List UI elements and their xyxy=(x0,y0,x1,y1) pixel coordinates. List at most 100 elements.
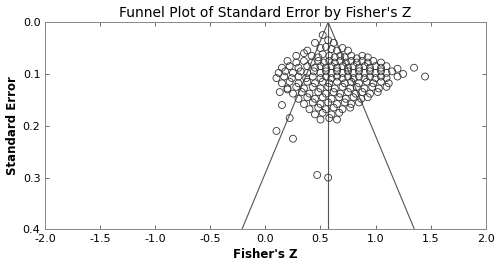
Point xyxy=(333,80,341,84)
Point xyxy=(333,66,341,70)
Point xyxy=(421,74,429,79)
X-axis label: Fisher's Z: Fisher's Z xyxy=(233,249,298,261)
Point xyxy=(322,74,330,79)
Point xyxy=(331,60,339,65)
Point xyxy=(342,97,350,101)
Point xyxy=(314,90,322,94)
Point xyxy=(370,81,378,85)
Point xyxy=(344,69,352,73)
Point xyxy=(333,49,341,53)
Point xyxy=(364,60,372,65)
Point xyxy=(311,112,319,116)
Point xyxy=(355,69,363,73)
Point xyxy=(362,80,370,84)
Point xyxy=(322,66,330,70)
Point xyxy=(294,97,302,101)
Point xyxy=(304,95,312,99)
Point xyxy=(294,66,302,70)
Point xyxy=(322,69,330,73)
Point xyxy=(284,59,292,63)
Point xyxy=(338,85,346,89)
Point xyxy=(318,95,326,99)
Point xyxy=(286,80,294,84)
Point xyxy=(350,71,358,75)
Point xyxy=(377,69,385,73)
Point xyxy=(360,86,368,91)
Point xyxy=(377,66,385,70)
Point xyxy=(346,86,354,91)
Point xyxy=(309,85,317,89)
Point xyxy=(344,49,352,53)
Point xyxy=(366,92,374,96)
Point xyxy=(372,76,380,80)
Point xyxy=(298,90,306,94)
Point xyxy=(366,69,374,73)
Point xyxy=(314,59,322,63)
Point xyxy=(360,76,368,80)
Point xyxy=(342,60,350,65)
Point xyxy=(348,54,356,58)
Point xyxy=(300,59,308,63)
Point xyxy=(300,102,308,106)
Point xyxy=(335,111,343,115)
Point xyxy=(360,64,368,68)
Point xyxy=(278,103,286,107)
Point xyxy=(358,59,366,63)
Title: Funnel Plot of Standard Error by Fisher's Z: Funnel Plot of Standard Error by Fisher'… xyxy=(120,6,412,19)
Point xyxy=(316,46,324,50)
Point xyxy=(292,60,300,65)
Point xyxy=(333,102,341,106)
Point xyxy=(348,59,356,63)
Point xyxy=(333,74,341,79)
Point xyxy=(314,105,322,110)
Point xyxy=(352,92,360,96)
Point xyxy=(340,81,348,85)
Point xyxy=(364,55,372,60)
Point xyxy=(335,95,343,99)
Point xyxy=(377,80,385,84)
Point xyxy=(302,76,310,80)
Point xyxy=(333,117,341,122)
Point xyxy=(338,64,346,68)
Point xyxy=(344,90,352,94)
Point xyxy=(318,52,326,56)
Point xyxy=(324,100,332,105)
Point xyxy=(272,76,280,80)
Point xyxy=(326,81,334,85)
Point xyxy=(282,69,290,73)
Point xyxy=(333,69,341,73)
Point xyxy=(316,64,324,68)
Point xyxy=(375,86,383,91)
Point xyxy=(382,85,390,89)
Point xyxy=(338,46,346,50)
Point xyxy=(316,117,324,122)
Point xyxy=(324,85,332,89)
Point xyxy=(328,97,336,101)
Point xyxy=(276,90,284,94)
Point xyxy=(338,107,346,111)
Point xyxy=(288,76,296,80)
Point xyxy=(382,71,390,75)
Point xyxy=(360,71,368,75)
Point xyxy=(394,67,402,71)
Point xyxy=(340,55,348,60)
Point xyxy=(316,102,324,106)
Point xyxy=(374,90,382,94)
Point xyxy=(366,66,374,70)
Point xyxy=(331,86,339,91)
Point xyxy=(326,59,334,63)
Point xyxy=(355,74,363,79)
Point xyxy=(330,105,338,110)
Point xyxy=(324,38,332,42)
Point xyxy=(310,69,318,73)
Point xyxy=(300,51,308,55)
Point xyxy=(322,45,330,49)
Point xyxy=(286,64,294,68)
Point xyxy=(308,60,316,65)
Point xyxy=(344,74,352,79)
Point xyxy=(309,100,317,105)
Point xyxy=(304,49,312,53)
Point xyxy=(278,66,286,70)
Point xyxy=(338,76,346,80)
Point xyxy=(304,71,312,75)
